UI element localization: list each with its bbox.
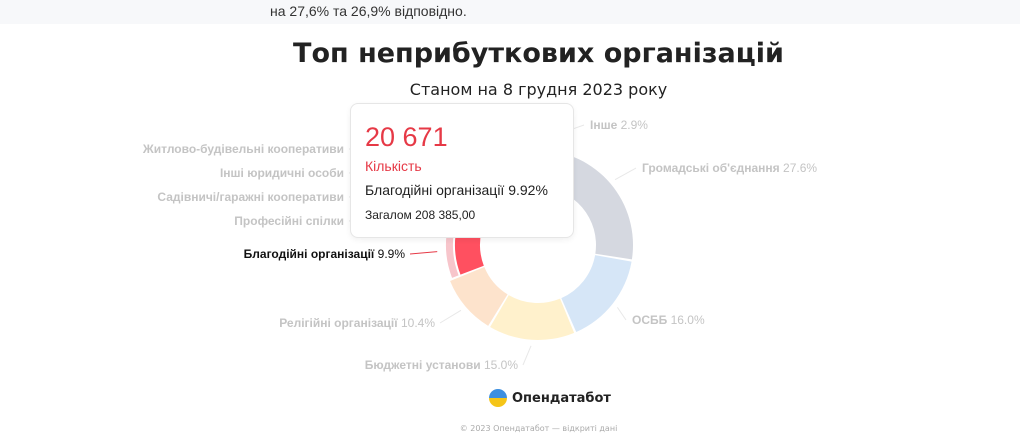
tooltip-value: 20 671 [365,122,448,152]
slice-1[interactable] [561,255,632,332]
slice-label-name: Інші юридичні особи [219,166,344,180]
leader-line [439,309,462,324]
slice-label-pct: 10.4% [397,316,435,330]
slice-4[interactable] [455,225,484,275]
slice-label[interactable]: Інші юридичні особи [220,166,344,180]
slice-label[interactable]: Інше 2.9% [590,118,648,132]
slice-label-name: ОСББ [632,313,668,327]
slice-label-pct: 9.9% [374,247,405,261]
slice-label-name: Інше [590,118,618,132]
slice-label-pct: 2.9% [617,118,648,132]
slice-label-name: Садівничі/гаражні кооперативи [157,190,344,204]
intro-text: на 27,6% та 26,9% відповідно. [270,3,467,19]
slice-label-name: Релігійні організації [279,316,398,330]
slice-label[interactable]: Житлово-будівельні кооперативи [143,142,344,156]
intro-band: на 27,6% та 26,9% відповідно. [0,0,1020,24]
chart-title: Топ неприбуткових організацій [293,38,784,69]
slice-3[interactable] [450,266,508,326]
slice-label-pct: 15.0% [480,358,518,372]
slice-label[interactable]: Благодійні організації 9.9% [244,247,405,261]
slice-label[interactable]: ОСББ 16.0% [632,313,705,327]
leader-line [409,251,438,255]
slice-label-pct: 27.6% [779,161,818,175]
brand-logo[interactable]: Опендатабот [489,389,611,407]
slice-label-name: Професійні спілки [234,214,344,228]
slice-label-name: Благодійні організації [243,247,375,261]
slice-label-name: Бюджетні установи [364,358,481,372]
leader-line [614,167,637,181]
slice-label-name: Громадські об'єднання [642,161,780,175]
brand-name: Опендатабот [512,390,611,406]
slice-label[interactable]: Громадські об'єднання 27.6% [642,161,817,175]
chart-tooltip: 20 671 Кількість Благодійні організації … [350,103,574,238]
leader-line [522,345,532,366]
tooltip-name: Благодійні організації 9.92% [365,182,548,198]
slice-label[interactable]: Професійні спілки [234,214,344,228]
tooltip-total: Загалом 208 385,00 [365,208,476,222]
slice-label[interactable]: Бюджетні установи 15.0% [365,358,518,372]
slice-label[interactable]: Релігійні організації 10.4% [279,316,435,330]
tooltip-label: Кількість [365,158,422,174]
copyright: © 2023 Опендатабот — відкриті дані [459,424,618,433]
slice-label-name: Житлово-будівельні кооперативи [142,142,344,156]
slice-label[interactable]: Садівничі/гаражні кооперативи [157,190,344,204]
slice-2[interactable] [490,295,575,340]
leader-line [617,307,627,321]
slice-label-pct: 16.0% [667,313,705,327]
logo-icon [489,389,507,407]
chart-subtitle: Станом на 8 грудня 2023 року [409,80,668,99]
